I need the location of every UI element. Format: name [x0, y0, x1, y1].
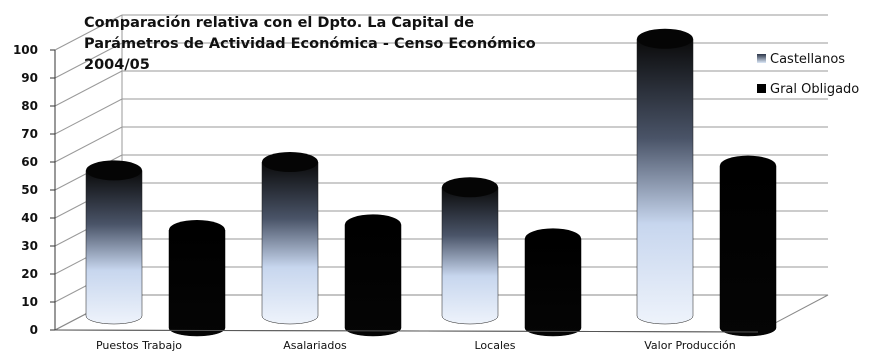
bar-top — [169, 220, 225, 240]
legend-swatch-gral-obligado — [757, 84, 766, 93]
bar-top — [637, 28, 693, 49]
title-line-2: Parámetros de Actividad Económica - Cens… — [84, 36, 536, 52]
bar-body — [168, 229, 226, 337]
bar-body — [719, 165, 777, 337]
bar-gral-obligado-0 — [168, 220, 226, 337]
category-label-2: Locales — [474, 339, 515, 352]
y-tick-label-50: 50 — [21, 183, 38, 197]
bar-top — [345, 214, 401, 235]
gridline-slant-80 — [54, 70, 123, 107]
y-tick-label-0: 0 — [30, 323, 38, 337]
category-axis: Puestos Trabajo Asalariados Locales Valor P… — [54, 329, 759, 352]
legend-label-gral-obligado: Gral Obligado — [770, 82, 859, 97]
bar-castellanos-3 — [636, 28, 694, 325]
x-axis-line — [54, 329, 759, 333]
bar-gral-obligado-3 — [719, 155, 777, 337]
bar-gral-obligado-1 — [344, 214, 402, 337]
bar-castellanos-1 — [261, 152, 319, 325]
y-tick-label-20: 20 — [21, 267, 38, 281]
gridline-slant-60 — [54, 126, 123, 163]
y-tick-label-10: 10 — [21, 295, 38, 309]
y-tick-label-90: 90 — [21, 71, 38, 85]
y-tick-label-80: 80 — [21, 99, 38, 113]
category-label-1: Asalariados — [283, 339, 347, 352]
chart-title: Comparación relativa con el Dpto. La Cap… — [84, 15, 536, 73]
bar-castellanos-2 — [441, 177, 499, 325]
bars — [85, 28, 777, 337]
gridline-slant-100 — [54, 14, 123, 51]
bar-top — [720, 155, 776, 176]
bar-top — [86, 160, 142, 181]
y-tick-label-40: 40 — [21, 211, 38, 225]
gridline-slant-90 — [54, 42, 123, 79]
title-line-3: 2004/05 — [84, 57, 150, 73]
y-tick-label-60: 60 — [21, 155, 38, 169]
y-axis: 0 10 20 30 40 50 60 70 80 90 100 — [13, 43, 56, 337]
legend-swatch-castellanos — [757, 54, 766, 63]
bar-body — [85, 170, 143, 325]
gridline-slant-70 — [54, 98, 123, 135]
bar-body — [524, 238, 582, 337]
bar-gral-obligado-2 — [524, 228, 582, 337]
bar-body — [261, 161, 319, 325]
bar-body — [636, 38, 694, 325]
bar-body — [441, 186, 499, 325]
y-tick-label-30: 30 — [21, 239, 38, 253]
bar-body — [344, 224, 402, 337]
bar-top — [525, 228, 581, 249]
y-tick-label-100: 100 — [13, 43, 38, 57]
y-tick-label-70: 70 — [21, 127, 38, 141]
legend: Castellanos Gral Obligado — [757, 52, 859, 97]
bar-top — [442, 177, 498, 198]
legend-label-castellanos: Castellanos — [770, 52, 845, 67]
bar-top — [262, 152, 318, 172]
category-label-0: Puestos Trabajo — [96, 339, 182, 352]
category-label-3: Valor Producción — [644, 339, 736, 352]
title-line-1: Comparación relativa con el Dpto. La Cap… — [84, 15, 474, 31]
bar-castellanos-0 — [85, 160, 143, 325]
